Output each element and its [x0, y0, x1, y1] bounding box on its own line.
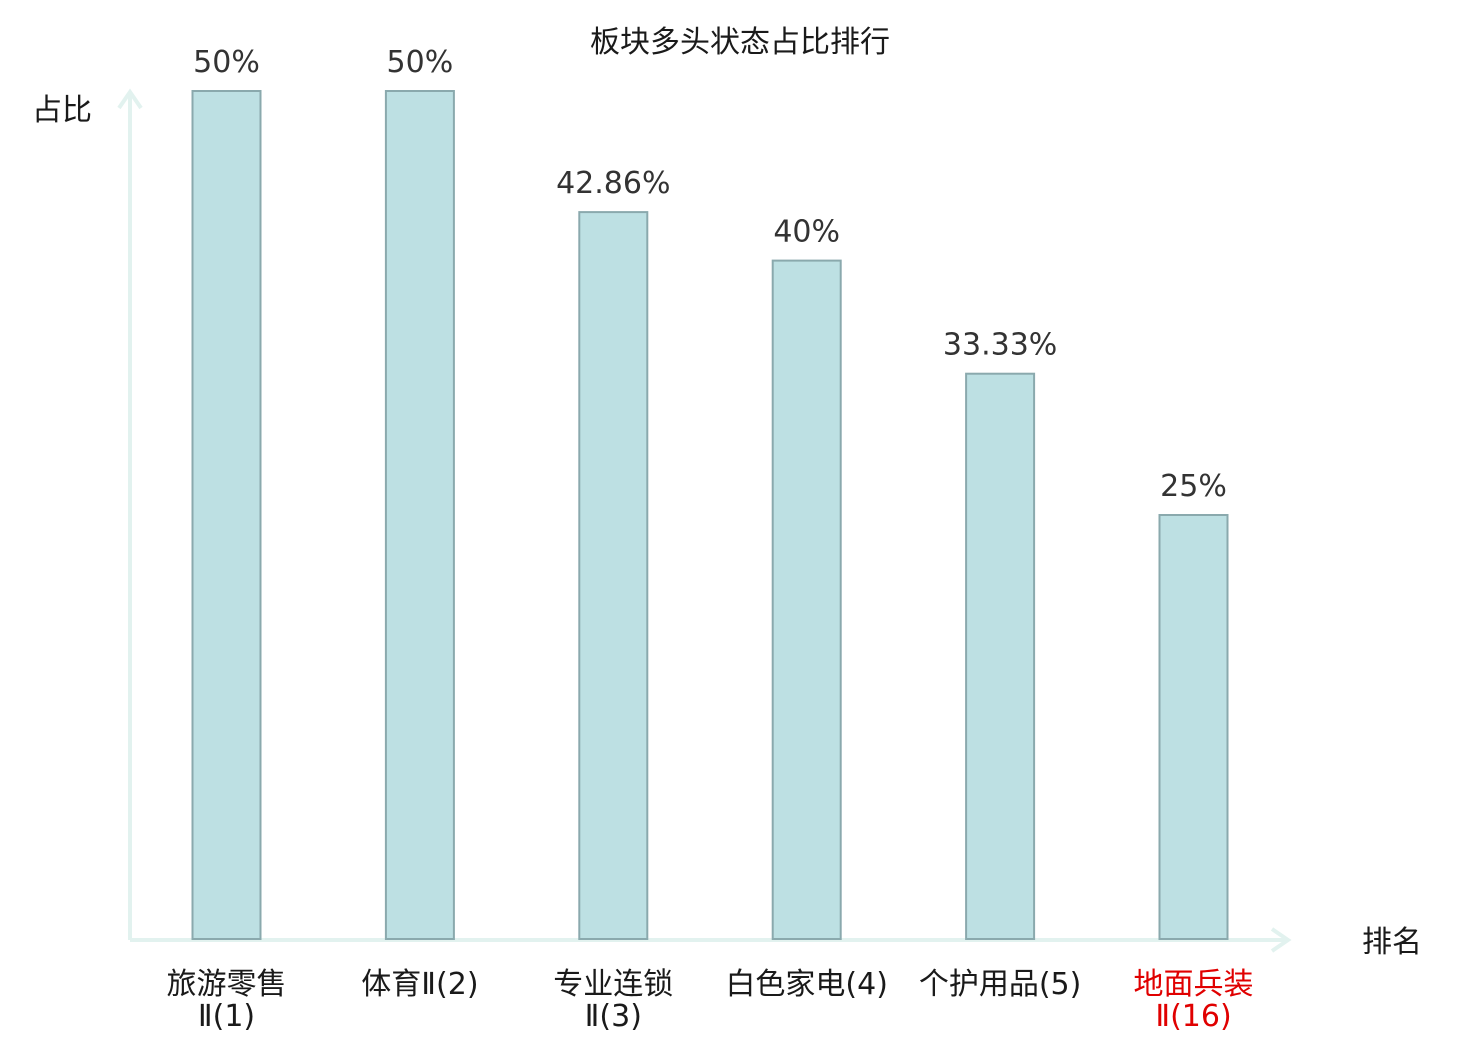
- y-axis-arrow-icon: [117, 88, 143, 110]
- bar-value-label: 25%: [1160, 469, 1227, 504]
- bar: [578, 211, 649, 941]
- y-axis-label: 占比: [32, 93, 92, 128]
- x-tick-label: Ⅱ(1): [198, 999, 255, 1034]
- x-axis-label: 排名: [1362, 925, 1422, 960]
- x-tick-label: 体育Ⅱ(2): [361, 967, 478, 1002]
- chart-title: 板块多头状态占比排行: [590, 25, 890, 60]
- bar: [771, 259, 842, 941]
- bar: [384, 90, 455, 940]
- x-tick-label: 专业连锁: [553, 967, 673, 1002]
- bar-value-label: 33.33%: [943, 328, 1057, 363]
- x-tick-label: 地面兵装: [1134, 967, 1254, 1002]
- x-tick-label: 旅游零售: [167, 967, 287, 1002]
- x-tick-label: 个护用品(5): [919, 967, 1082, 1002]
- x-axis-arrow-icon: [1270, 927, 1292, 953]
- x-tick-label: Ⅱ(16): [1155, 999, 1231, 1034]
- bar: [1158, 514, 1229, 940]
- bar: [965, 372, 1036, 940]
- bar-value-label: 50%: [193, 45, 260, 80]
- bar: [191, 90, 262, 940]
- bar-value-label: 42.86%: [556, 166, 670, 201]
- x-tick-label: 白色家电(4): [725, 967, 888, 1002]
- bar-value-label: 50%: [387, 45, 454, 80]
- x-tick-label: Ⅱ(3): [585, 999, 642, 1034]
- bar-value-label: 40%: [773, 215, 840, 250]
